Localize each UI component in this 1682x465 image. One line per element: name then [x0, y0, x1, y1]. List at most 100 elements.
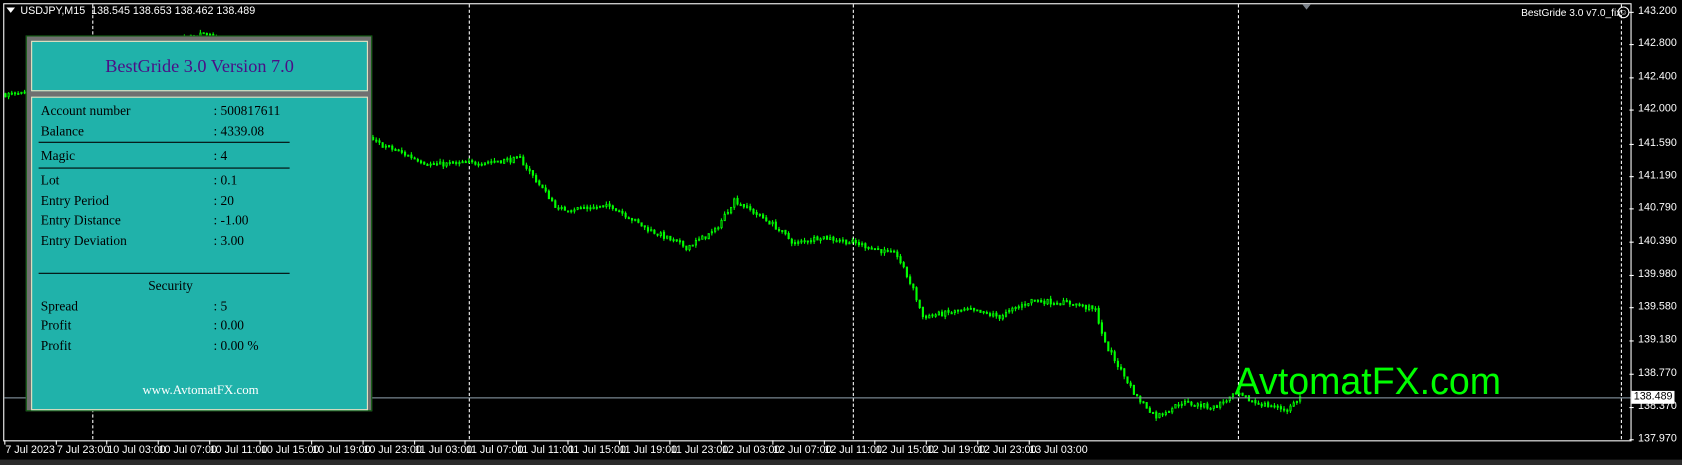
time-tick-label: 12 Jul 03:00 — [721, 444, 781, 457]
chart-shift-marker-icon[interactable] — [1302, 4, 1311, 10]
candle — [595, 204, 598, 210]
candle — [541, 184, 544, 189]
candle — [589, 204, 592, 212]
candle — [1247, 394, 1251, 402]
candle — [918, 299, 921, 309]
candle — [777, 226, 781, 233]
value: : 4339.08 — [213, 123, 265, 139]
label: Profit — [40, 317, 72, 333]
candle — [1222, 399, 1225, 406]
candle — [899, 253, 902, 265]
label: Lot — [40, 172, 60, 188]
candle — [873, 248, 877, 251]
candle — [547, 189, 550, 200]
candle — [535, 173, 538, 184]
candle — [768, 220, 771, 225]
candle — [1167, 410, 1171, 413]
candle — [567, 210, 570, 213]
candle — [1270, 404, 1273, 408]
time-tick-label: 10 Jul 07:00 — [158, 444, 217, 457]
candle — [611, 204, 614, 211]
candle — [1132, 384, 1135, 395]
row-spread: Spread: 5 — [40, 298, 227, 315]
candle — [1238, 391, 1241, 397]
candle — [1276, 404, 1279, 410]
smiley-icon[interactable]: ☺ — [1617, 6, 1630, 19]
candle — [1065, 298, 1068, 303]
candle — [1078, 302, 1081, 307]
price-tick — [1629, 109, 1634, 111]
price-tick-label: 141.190 — [1638, 169, 1677, 182]
candle — [4, 92, 7, 98]
candle — [1068, 299, 1072, 308]
candle — [733, 197, 736, 210]
value: : 3.00 — [213, 233, 245, 249]
time-tick — [669, 440, 671, 445]
dropdown-triangle-icon[interactable] — [6, 7, 16, 13]
candle — [1056, 300, 1059, 306]
candle — [525, 162, 528, 171]
candle — [710, 228, 714, 236]
time-tick — [618, 440, 620, 445]
candle — [1254, 397, 1257, 406]
candle — [1116, 358, 1119, 370]
candle — [1235, 392, 1238, 395]
candle — [1295, 400, 1298, 405]
candle — [480, 162, 483, 167]
candle — [982, 311, 985, 315]
candle — [1136, 393, 1139, 397]
candle — [602, 205, 605, 208]
price-tick — [1629, 44, 1634, 46]
candle — [934, 313, 937, 318]
candle — [806, 240, 809, 245]
candle — [451, 160, 455, 164]
time-tick-label: 10 Jul 03:00 — [107, 444, 166, 457]
candle — [1225, 399, 1228, 404]
candle — [554, 199, 557, 208]
candle — [985, 310, 988, 315]
candle — [1190, 401, 1193, 407]
candle — [375, 137, 378, 143]
time-tick-label: 12 Jul 23:00 — [978, 444, 1037, 457]
candle — [809, 237, 813, 245]
candle — [13, 91, 17, 96]
ohlc-values: 138.545 138.653 138.462 138.489 — [91, 5, 256, 18]
candle — [1241, 392, 1244, 397]
time-tick — [720, 440, 722, 445]
candle — [1036, 299, 1040, 303]
candle — [1094, 306, 1097, 312]
status-strip — [0, 459, 1682, 465]
candle — [563, 205, 566, 211]
candle — [736, 195, 739, 206]
candle — [704, 236, 707, 241]
divider — [38, 272, 290, 274]
price-tick-label: 139.580 — [1638, 301, 1677, 314]
website-link[interactable]: www.AvtomatFX.com — [142, 382, 259, 398]
candle — [832, 235, 835, 244]
candle — [707, 233, 710, 240]
candle — [835, 238, 838, 243]
candle — [487, 160, 490, 165]
candle — [902, 261, 905, 269]
candle — [490, 158, 493, 165]
time-tick-label: 12 Jul 19:00 — [926, 444, 986, 457]
candle — [682, 240, 685, 248]
candle — [1049, 295, 1052, 308]
day-separator — [468, 4, 470, 440]
candle — [1081, 303, 1084, 308]
candle — [1004, 309, 1008, 318]
label: Spread — [40, 298, 79, 314]
candle — [1193, 404, 1196, 407]
label: Entry Deviation — [40, 233, 127, 249]
candle — [829, 234, 832, 241]
price-tick — [1629, 274, 1634, 277]
candle — [1180, 401, 1183, 409]
candle — [1011, 306, 1014, 314]
time-tick — [4, 440, 6, 445]
candle — [1024, 301, 1027, 308]
candle — [1043, 298, 1046, 307]
candle — [477, 161, 480, 168]
candle — [739, 202, 742, 207]
candle — [701, 234, 704, 240]
